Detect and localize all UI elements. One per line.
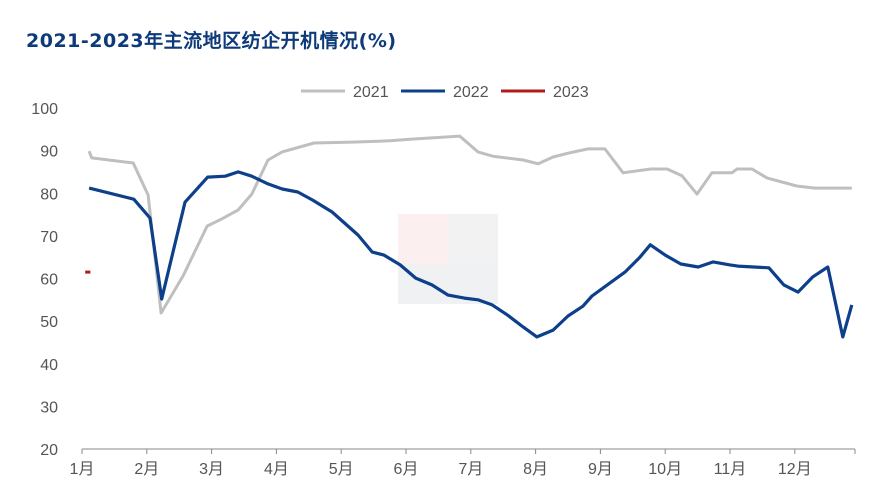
y-tick-label: 20 [40,442,58,459]
x-tick-label: 8月 [523,461,548,478]
y-tick-label: 90 [40,144,58,161]
y-tick-label: 60 [40,272,58,289]
watermark [398,214,498,304]
y-tick-label: 30 [40,399,58,416]
series-line-2022 [88,170,854,339]
y-tick-label: 80 [40,186,58,203]
x-tick-label: 1月 [70,461,95,478]
x-tick-label: 12月 [778,461,812,478]
x-tick-label: 3月 [199,461,224,478]
y-tick-label: 50 [40,314,58,331]
legend-label-2022: 2022 [453,84,489,101]
x-tick-label: 6月 [394,461,419,478]
y-tick-label: 70 [40,229,58,246]
x-tick-label: 9月 [588,461,613,478]
series-line-2021 [87,134,852,315]
x-tick-label: 11月 [714,461,747,478]
legend-label-2021: 2021 [353,84,389,101]
x-tick-label: 5月 [329,461,354,478]
x-tick-label: 10月 [648,461,682,478]
legend-label-2023: 2023 [553,84,589,101]
y-tick-label: 40 [40,357,58,374]
x-tick-label: 4月 [264,461,289,478]
y-tick-label: 100 [31,101,58,118]
x-tick-label: 7月 [458,461,483,478]
x-tick-label: 2月 [134,461,159,478]
chart-title: 2021-2023年主流地区纺企开机情况(%) [26,30,397,52]
